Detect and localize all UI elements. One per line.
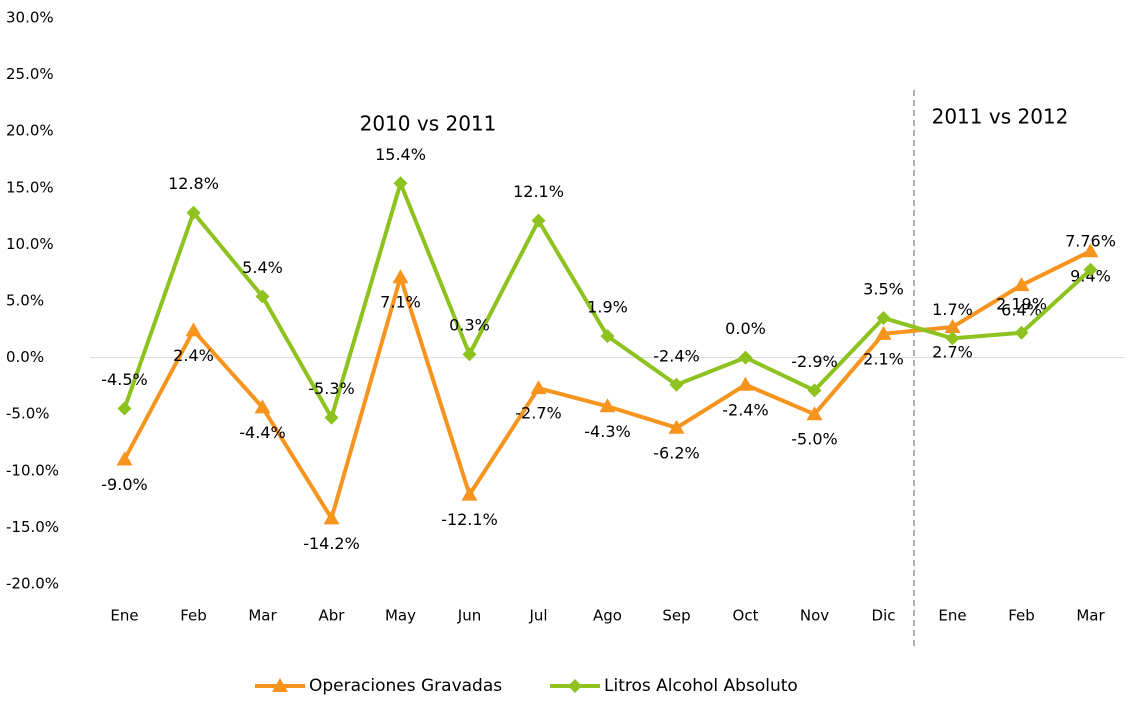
point bbox=[876, 310, 891, 325]
y-tick-label: 30.0% bbox=[6, 9, 54, 27]
data-label: -2.4% bbox=[653, 346, 699, 365]
point bbox=[945, 331, 960, 346]
y-tick-label: 15.0% bbox=[6, 178, 54, 196]
x-tick-label: Mar bbox=[1076, 607, 1105, 625]
point bbox=[392, 269, 409, 284]
y-tick-label: 0.0% bbox=[6, 348, 44, 366]
x-tick-label: Jul bbox=[528, 607, 547, 625]
point bbox=[186, 205, 201, 220]
data-label: 2.4% bbox=[173, 346, 214, 365]
point bbox=[599, 398, 616, 413]
data-label: -4.3% bbox=[584, 422, 630, 441]
point bbox=[668, 419, 685, 434]
y-tick-label: -10.0% bbox=[6, 461, 59, 479]
point bbox=[255, 289, 270, 304]
x-tick-label: Jun bbox=[457, 607, 481, 625]
y-tick-label: -20.0% bbox=[6, 575, 59, 593]
y-tick-label: 20.0% bbox=[6, 122, 54, 140]
x-tick-label: Nov bbox=[800, 607, 829, 625]
data-label: 12.1% bbox=[513, 182, 564, 201]
point bbox=[807, 383, 822, 398]
data-label: -2.4% bbox=[722, 400, 768, 419]
data-label: 3.5% bbox=[863, 279, 904, 298]
point bbox=[323, 510, 340, 525]
data-label: 1.7% bbox=[932, 300, 973, 319]
y-tick-label: 10.0% bbox=[6, 235, 54, 253]
point bbox=[806, 406, 823, 421]
data-label: 2.19% bbox=[996, 294, 1047, 313]
data-label: 2.1% bbox=[863, 349, 904, 368]
point bbox=[461, 486, 478, 501]
point bbox=[600, 329, 615, 344]
annotation: 2011 vs 2012 bbox=[932, 105, 1069, 129]
point bbox=[531, 213, 546, 228]
x-tick-label: Ago bbox=[593, 607, 622, 625]
data-label: -12.1% bbox=[441, 510, 498, 529]
data-label: -5.0% bbox=[791, 430, 837, 449]
point bbox=[324, 410, 339, 425]
data-label: 1.9% bbox=[587, 298, 628, 317]
y-tick-label: -15.0% bbox=[6, 518, 59, 536]
point bbox=[738, 350, 753, 365]
point bbox=[185, 322, 202, 337]
point bbox=[1082, 243, 1099, 258]
data-label: 0.3% bbox=[449, 316, 490, 335]
y-tick-label: 25.0% bbox=[6, 65, 54, 83]
legend-marker bbox=[568, 679, 582, 693]
data-label: -2.9% bbox=[791, 352, 837, 371]
x-tick-label: Mar bbox=[248, 607, 277, 625]
legend-label: Litros Alcohol Absoluto bbox=[604, 676, 798, 696]
legend-label: Operaciones Gravadas bbox=[309, 676, 502, 696]
point bbox=[669, 377, 684, 392]
legend-marker bbox=[272, 678, 288, 692]
point bbox=[1013, 277, 1030, 292]
annotation: 2010 vs 2011 bbox=[360, 112, 497, 136]
point bbox=[117, 401, 132, 416]
point bbox=[875, 325, 892, 340]
series-line bbox=[122, 249, 1092, 524]
point bbox=[530, 380, 547, 395]
data-label: -14.2% bbox=[303, 534, 360, 553]
point bbox=[944, 319, 961, 334]
y-tick-label: 5.0% bbox=[6, 292, 44, 310]
point bbox=[1014, 325, 1029, 340]
data-label: -6.2% bbox=[653, 443, 699, 462]
y-tick-label: -5.0% bbox=[6, 405, 50, 423]
x-tick-label: Ene bbox=[938, 607, 966, 625]
data-label: 6.4% bbox=[1001, 301, 1042, 320]
point bbox=[254, 399, 271, 414]
x-tick-label: Feb bbox=[1008, 607, 1035, 625]
data-label: -4.4% bbox=[239, 423, 285, 442]
x-tick-label: Sep bbox=[662, 607, 690, 625]
x-tick-label: May bbox=[385, 607, 416, 625]
x-tick-label: Oct bbox=[733, 607, 759, 625]
point bbox=[393, 176, 408, 191]
data-label: 7.76% bbox=[1065, 231, 1116, 250]
point bbox=[462, 347, 477, 362]
data-label: 7.1% bbox=[380, 293, 421, 312]
point bbox=[116, 451, 133, 466]
data-label: -2.7% bbox=[515, 404, 561, 423]
point bbox=[737, 376, 754, 391]
data-label: 2.7% bbox=[932, 343, 973, 362]
data-label: -4.5% bbox=[101, 370, 147, 389]
data-label: 0.0% bbox=[725, 319, 766, 338]
data-label: -5.3% bbox=[308, 379, 354, 398]
x-tick-label: Dic bbox=[872, 607, 896, 625]
x-tick-label: Abr bbox=[319, 607, 346, 625]
data-label: 5.4% bbox=[242, 258, 283, 277]
data-label: -9.0% bbox=[101, 475, 147, 494]
data-label: 15.4% bbox=[375, 145, 426, 164]
data-label: 12.8% bbox=[168, 174, 219, 193]
x-tick-label: Ene bbox=[110, 607, 138, 625]
x-tick-label: Feb bbox=[180, 607, 207, 625]
point bbox=[1083, 262, 1098, 277]
